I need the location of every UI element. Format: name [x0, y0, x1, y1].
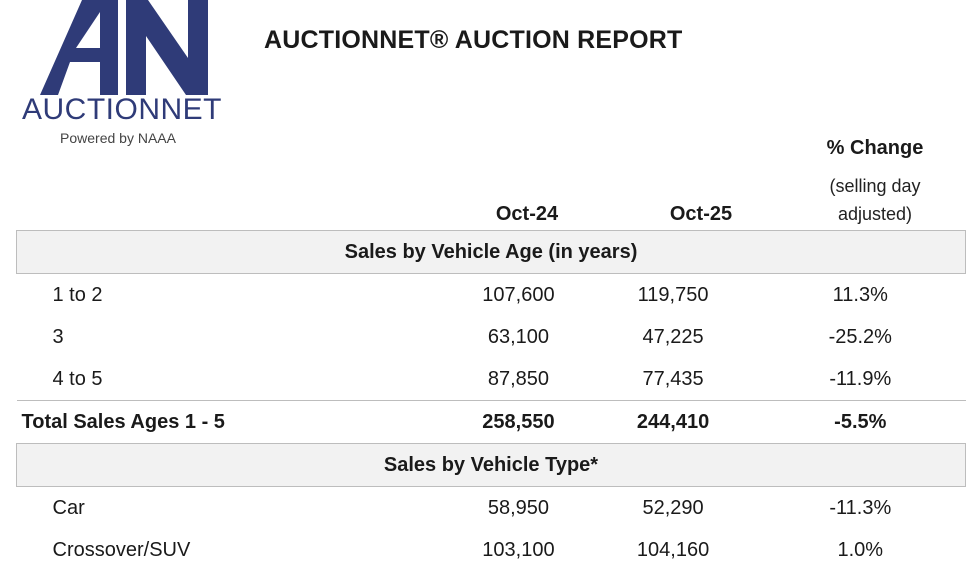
column-header-oct25: Oct-25 [669, 203, 733, 225]
cell-oct25: 119,750 [637, 283, 709, 306]
logo-tagline: Powered by NAAA [60, 130, 176, 146]
cell-oct24: 107,600 [482, 283, 555, 306]
table-row: Car 58,950 52,290 -11.3% [17, 487, 966, 530]
cell-change: 1.0% [837, 538, 884, 561]
cell-oct24: 103,100 [482, 538, 555, 561]
table-row: 4 to 5 87,850 77,435 -11.9% [17, 358, 966, 401]
total-row: Total Sales Ages 1 - 5 258,550 244,410 -… [16, 400, 966, 444]
report-title: AUCTIONNET® AUCTION REPORT [264, 26, 683, 54]
section-header-row: Sales by Vehicle Age (in years) [16, 230, 966, 274]
table-row: 3 63,100 47,225 -25.2% [17, 316, 966, 358]
row-label: 4 to 5 [52, 367, 103, 390]
auctionnet-logo: AUCTIONNET Powered by NAAA [22, 0, 222, 150]
cell-oct25: 104,160 [636, 538, 710, 561]
total-oct25: 244,410 [591, 400, 756, 444]
row-label: 1 to 2 [52, 283, 103, 306]
row-label: Car [52, 496, 85, 519]
change-note-line-2: adjusted) [837, 204, 913, 224]
cell-change: -25.2% [828, 325, 892, 348]
cell-oct24: 63,100 [487, 325, 550, 348]
column-header-oct24: Oct-24 [495, 203, 559, 225]
column-header-change: % Change [826, 137, 924, 159]
total-change: -5.5% [755, 400, 966, 444]
section-header-row: Sales by Vehicle Type* [16, 443, 966, 487]
auction-report-table: Sales by Vehicle Age (in years) 1 to 2 1… [16, 230, 966, 571]
table-row: 1 to 2 107,600 119,750 11.3% [17, 274, 966, 317]
cell-oct24: 58,950 [487, 496, 550, 519]
cell-change: -11.3% [829, 496, 892, 519]
logo-name: AUCTIONNET [22, 93, 222, 126]
row-label: Crossover/SUV [52, 538, 191, 561]
section-title: Sales by Vehicle Age (in years) [16, 230, 966, 274]
cell-oct25: 52,290 [642, 496, 704, 519]
total-label: Total Sales Ages 1 - 5 [16, 400, 446, 444]
cell-change: -11.9% [829, 367, 892, 390]
column-header-change-note: (selling day adjusted) [800, 172, 950, 228]
an-logo-mark-icon [40, 0, 208, 95]
section-title: Sales by Vehicle Type* [16, 443, 966, 487]
total-oct24: 258,550 [445, 400, 592, 444]
cell-oct25: 77,435 [642, 367, 704, 390]
change-note-line-1: (selling day [829, 176, 921, 196]
table-row: Crossover/SUV 103,100 104,160 1.0% [17, 529, 966, 571]
cell-change: 11.3% [832, 283, 888, 306]
cell-oct25: 47,225 [642, 325, 704, 348]
row-label: 3 [52, 325, 64, 348]
cell-oct24: 87,850 [487, 367, 550, 390]
